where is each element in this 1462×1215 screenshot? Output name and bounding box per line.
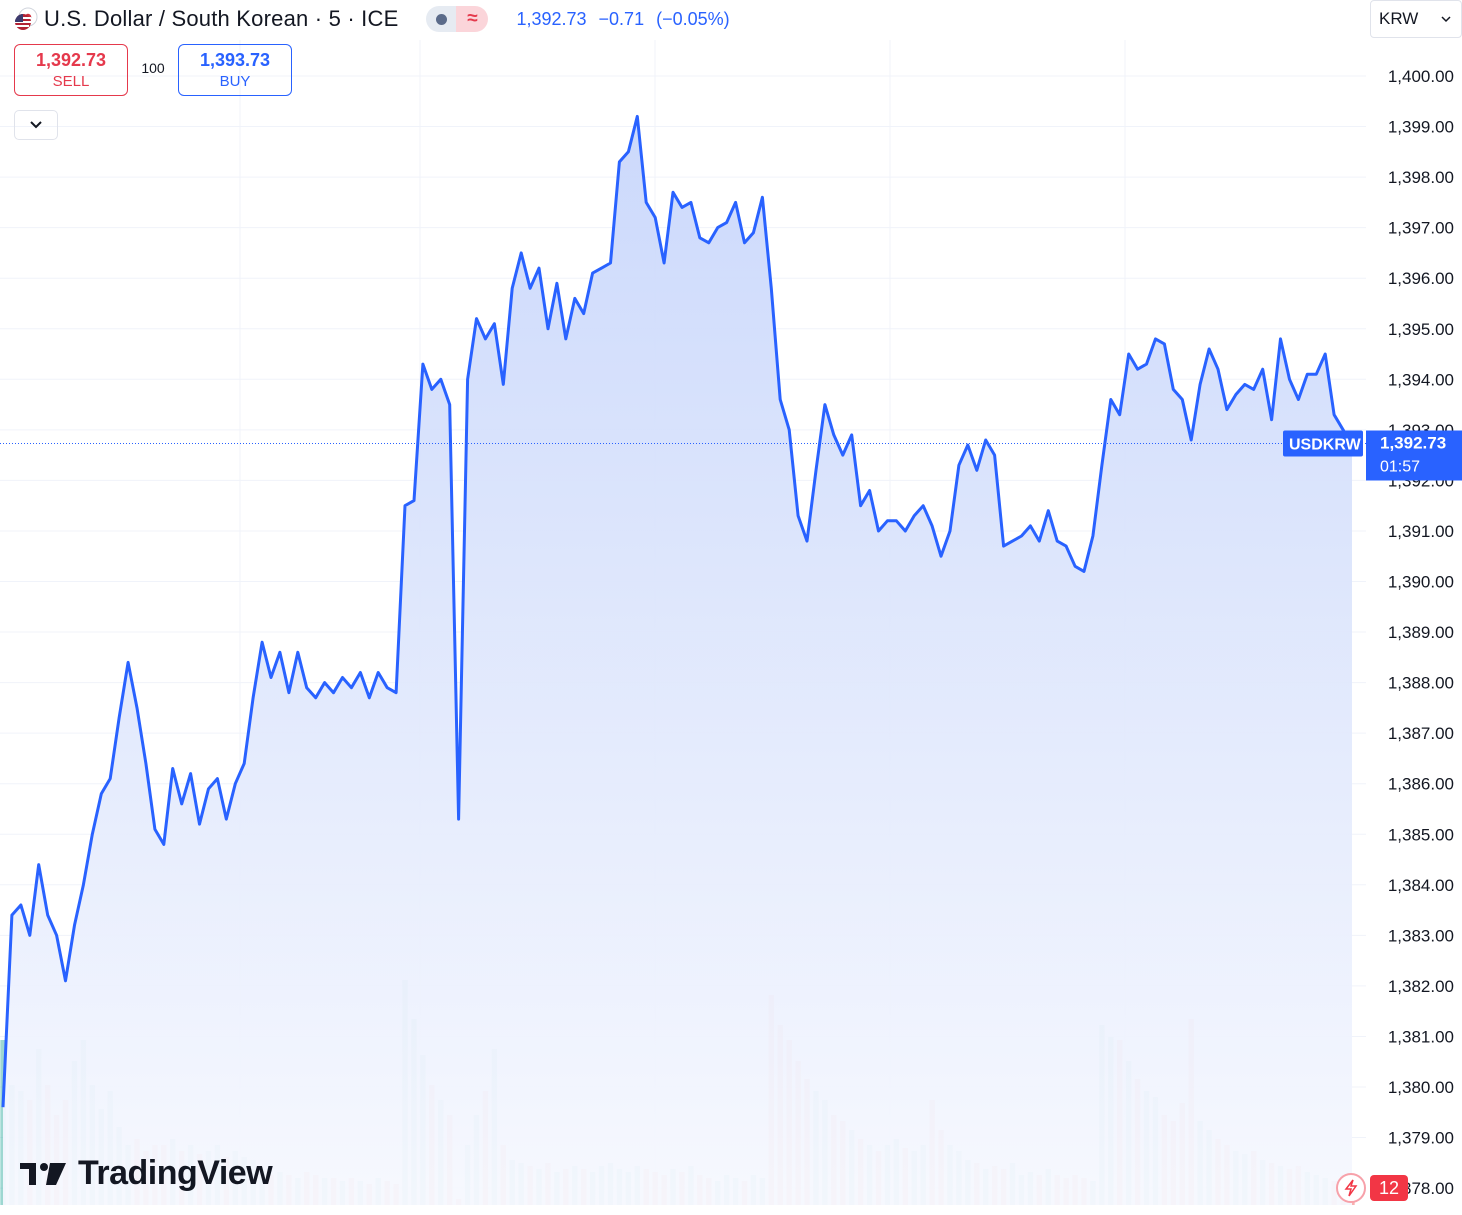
market-status[interactable]: ≈ — [426, 6, 489, 32]
price-tag-box — [1366, 430, 1462, 481]
price-axis-tick-label: 1,389.00 — [1388, 623, 1454, 642]
price-axis-tick-label: 1,399.00 — [1388, 118, 1454, 137]
quote-summary: 1,392.73 −0.71 (−0.05%) — [516, 9, 729, 30]
price-axis-tick-label: 1,398.00 — [1388, 168, 1454, 187]
sell-button[interactable]: 1,392.73 SELL — [14, 44, 128, 96]
price-axis-tick-label: 1,397.00 — [1388, 219, 1454, 238]
price-axis-tick-label: 1,388.00 — [1388, 674, 1454, 693]
collapse-legend-button[interactable] — [14, 110, 58, 140]
chevron-down-icon — [30, 121, 42, 129]
price-axis-tick-label: 1,381.00 — [1388, 1027, 1454, 1046]
symbol-tag — [1283, 430, 1363, 457]
currency-select-value: KRW — [1379, 9, 1419, 28]
price-axis-tick-label: 1,384.00 — [1388, 876, 1454, 895]
bar-countdown: 01:57 — [1380, 458, 1420, 475]
price-axis-tick-label: 1,379.00 — [1388, 1129, 1454, 1148]
price-axis-tick-label: 1,383.00 — [1388, 926, 1454, 945]
spread-value: 100 — [141, 60, 165, 76]
price-change: −0.71 — [598, 8, 645, 29]
currency-select[interactable]: KRW — [1370, 0, 1462, 38]
symbol-title[interactable]: U.S. Dollar / South Korean · 5 · ICE — [44, 6, 399, 31]
lightning-icon[interactable] — [1336, 1173, 1366, 1203]
buy-button[interactable]: 1,393.73 BUY — [178, 44, 292, 96]
price-axis-tick-label: 1,382.00 — [1388, 977, 1454, 996]
price-axis[interactable]: 1,400.00 1,399.00 1,398.00 1,397.00 1,396.00… — [1366, 40, 1462, 1215]
price-change-percent: (−0.05%) — [656, 8, 730, 29]
buy-label: BUY — [219, 73, 251, 90]
price-axis-tick-label: 1,387.00 — [1388, 724, 1454, 743]
price-tag-value: 1,392.73 — [1380, 433, 1446, 452]
price-axis-tick-label: 1,390.00 — [1388, 573, 1454, 592]
current-price-label: USDKRW 1,392.73 01:57 — [1283, 430, 1462, 481]
last-price: 1,392.73 — [516, 8, 587, 29]
price-axis-tick-label: 1,386.00 — [1388, 775, 1454, 794]
sell-price: 1,392.73 — [35, 50, 107, 70]
buy-price: 1,393.73 — [199, 50, 271, 70]
tradingview-logo-text: TradingView — [78, 1154, 273, 1192]
notification-badge[interactable]: 12 — [1370, 1175, 1408, 1201]
price-axis-tick-label: 1,385.00 — [1388, 825, 1454, 844]
delayed-data-wave-icon[interactable]: ≈ — [456, 6, 489, 32]
price-axis-background — [1366, 40, 1462, 1215]
symbol-tag-text: USDKRW — [1289, 436, 1362, 453]
price-axis-tick-label: 1,395.00 — [1388, 320, 1454, 339]
tradingview-logo-icon — [20, 1162, 66, 1185]
market-status-dot-icon[interactable] — [426, 6, 457, 32]
chevron-down-icon — [1441, 16, 1451, 23]
price-area-fill — [3, 116, 1352, 1205]
us-korea-flag-icon — [14, 7, 38, 31]
price-line — [1, 114, 1354, 1108]
tradingview-logo[interactable]: TradingView — [20, 1154, 273, 1193]
sell-label: SELL — [52, 73, 90, 90]
symbol-header[interactable]: U.S. Dollar / South Korean · 5 · ICE ≈ 1… — [14, 4, 730, 34]
price-axis-tick-label: 1,391.00 — [1388, 522, 1454, 541]
price-axis-tick-label: 1,380.00 — [1388, 1078, 1454, 1097]
price-axis-tick-label: 1,396.00 — [1388, 269, 1454, 288]
price-axis-tick-label: 1,394.00 — [1388, 370, 1454, 389]
price-axis-tick-label: 1,400.00 — [1388, 67, 1454, 86]
